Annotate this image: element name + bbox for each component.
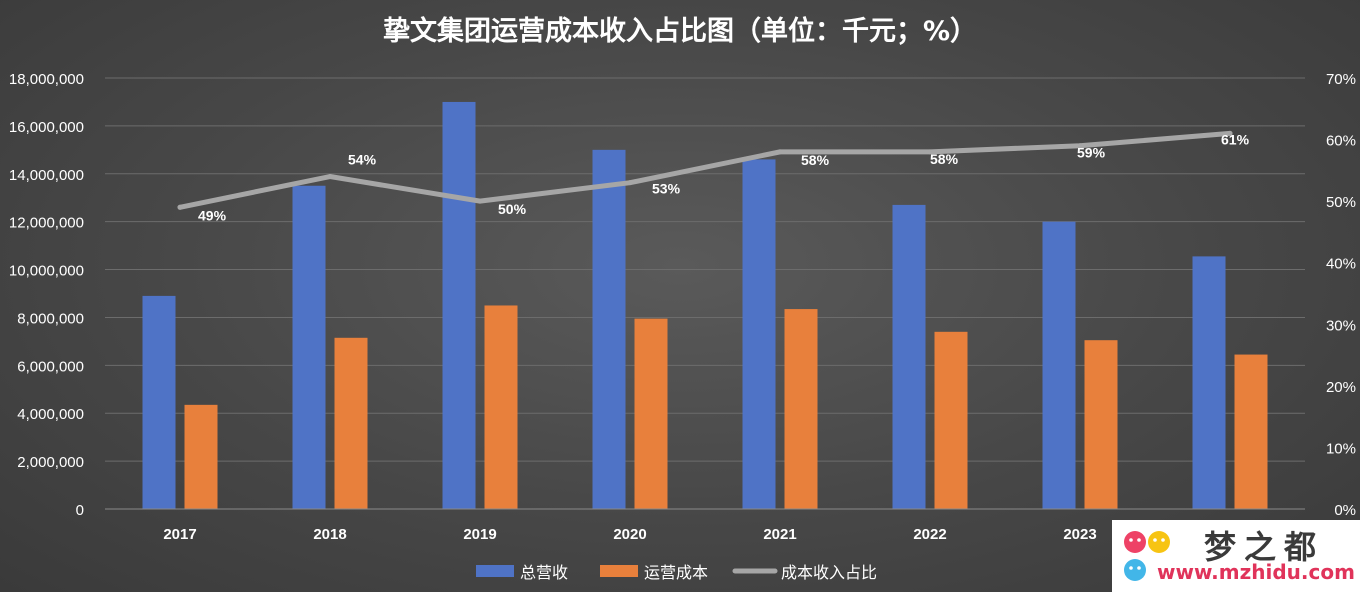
ratio-data-label: 50% (498, 201, 527, 217)
x-tick-label: 2022 (913, 526, 946, 543)
x-tick-label: 2018 (313, 526, 346, 543)
y-left-tick-label: 10,000,000 (9, 263, 84, 280)
ratio-point (777, 149, 783, 155)
ratio-data-label: 58% (801, 152, 830, 168)
y-right-tick-label: 50% (1326, 194, 1356, 211)
ratio-point (477, 198, 483, 204)
bar-revenue (1042, 221, 1076, 509)
x-tick-label: 2021 (763, 526, 796, 543)
bar-cost (484, 305, 518, 509)
bar-revenue (592, 149, 626, 510)
y-right-tick-label: 60% (1326, 133, 1356, 150)
ratio-data-label: 59% (1077, 145, 1106, 161)
legend-revenue-swatch (476, 565, 514, 577)
ratio-point (1227, 130, 1233, 136)
watermark-url: www.mzhidu.com (1157, 560, 1355, 584)
bar-revenue (742, 159, 776, 509)
bar-revenue (292, 185, 326, 509)
ratio-line-path (177, 130, 1233, 210)
bars (142, 101, 1268, 510)
bar-revenue (1192, 256, 1226, 509)
bar-revenue (142, 295, 176, 509)
bar-revenue (892, 204, 926, 509)
ratio-data-label: 49% (198, 207, 227, 223)
bar-cost (784, 309, 818, 509)
ratio-point (177, 204, 183, 210)
ratio-point (327, 174, 333, 180)
y-left-tick-label: 2,000,000 (17, 454, 84, 471)
chart-title: 挚文集团运营成本收入占比图（单位：千元；%） (383, 15, 977, 47)
bar-cost (634, 318, 668, 509)
y-right-tick-label: 20% (1326, 379, 1356, 396)
y-right-tick-label: 70% (1326, 71, 1356, 88)
legend-revenue-label: 总营收 (520, 564, 568, 582)
bar-cost (1084, 340, 1118, 509)
x-tick-label: 2020 (613, 526, 646, 543)
watermark: 梦之都 www.mzhidu.com (1112, 520, 1360, 592)
ratio-point (627, 180, 633, 186)
bar-cost (184, 404, 218, 509)
y-left-tick-label: 12,000,000 (9, 215, 84, 232)
y-right-tick-label: 30% (1326, 317, 1356, 334)
y-right-tick-label: 10% (1326, 440, 1356, 457)
y-left-tick-label: 0 (76, 502, 84, 519)
ratio-point (1077, 143, 1083, 149)
y-left-tick-label: 16,000,000 (9, 119, 84, 136)
legend-cost-swatch (600, 565, 638, 577)
y-left-tick-label: 4,000,000 (17, 406, 84, 423)
bar-cost (1234, 354, 1268, 509)
bar-cost (334, 337, 368, 509)
y-left-tick-label: 18,000,000 (9, 71, 84, 88)
y-right-tick-label: 40% (1326, 256, 1356, 273)
bar-cost (934, 331, 968, 509)
y-left-tick-label: 14,000,000 (9, 167, 84, 184)
ratio-data-label: 54% (348, 152, 377, 168)
right-axis: 0% 10% 20% 30% 40% 50% 60% 70% (1326, 71, 1356, 519)
watermark-name: 梦之都 (1203, 528, 1324, 566)
legend-cost-label: 运营成本 (644, 564, 708, 582)
ratio-point (927, 149, 933, 155)
ratio-data-label: 58% (930, 151, 959, 167)
y-left-tick-label: 6,000,000 (17, 358, 84, 375)
bar-revenue (442, 101, 476, 509)
gridlines (105, 77, 1305, 462)
legend-ratio-label: 成本收入占比 (781, 564, 877, 582)
x-tick-label: 2023 (1063, 526, 1096, 543)
watermark-logo-icon (1124, 531, 1170, 581)
ratio-data-label: 53% (652, 181, 681, 197)
left-axis: 0 2,000,000 4,000,000 6,000,000 8,000,000 10,… (9, 71, 84, 519)
x-tick-label: 2017 (163, 526, 196, 543)
ratio-line: 49% 54% 50% 53% 58% 58% 59% 61% (177, 130, 1250, 223)
legend: 总营收 运营成本 成本收入占比 (476, 564, 877, 582)
x-tick-label: 2019 (463, 526, 496, 543)
y-left-tick-label: 8,000,000 (17, 310, 84, 327)
ratio-data-label: 61% (1221, 131, 1250, 147)
y-right-tick-label: 0% (1334, 502, 1356, 519)
x-axis: 2017 2018 2019 2020 2021 2022 2023 (105, 508, 1305, 543)
